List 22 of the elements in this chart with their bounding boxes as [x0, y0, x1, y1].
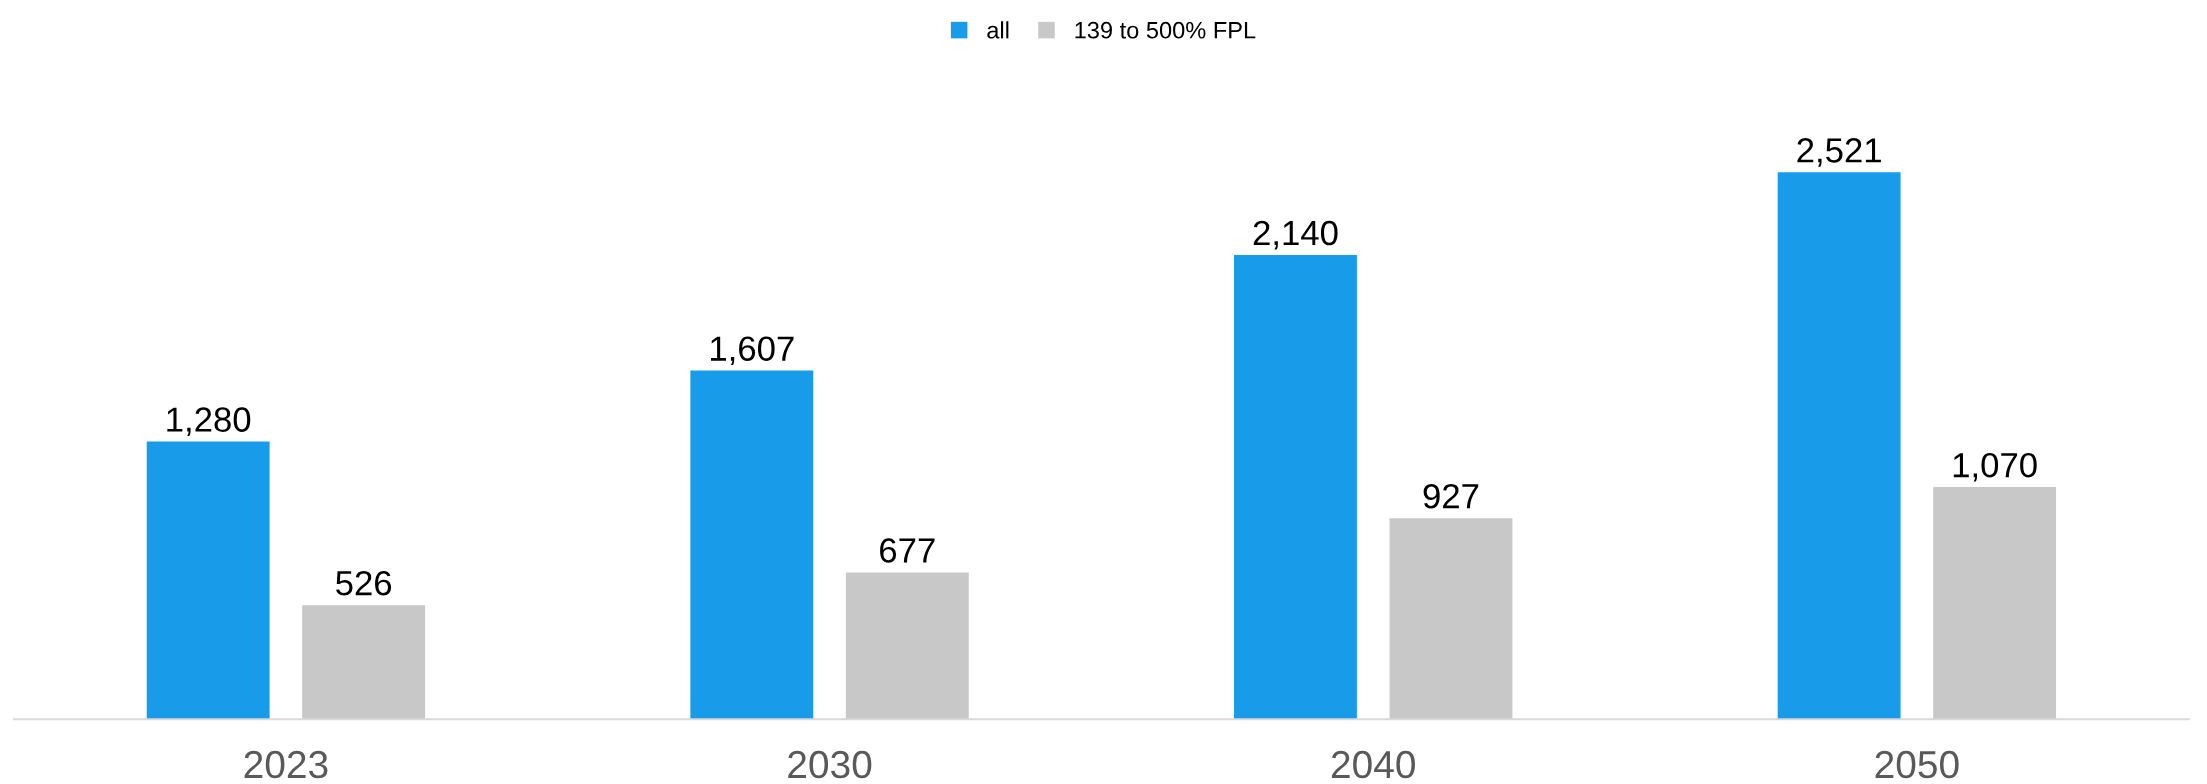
bar	[690, 370, 814, 720]
legend-label: 139 to 500% FPL	[1075, 21, 1256, 39]
x-tick-label: 2023	[244, 750, 328, 779]
legend-label: all	[987, 21, 1009, 39]
data-label: 1,280	[167, 407, 251, 437]
data-label: 2,521	[1797, 138, 1881, 167]
data-label: 1,070	[1953, 452, 2037, 482]
data-label: 927	[1423, 483, 1479, 509]
bar	[1777, 172, 1901, 720]
x-tick-label: 2050	[1875, 750, 1959, 779]
bar	[302, 605, 426, 720]
bar	[1933, 487, 2057, 720]
x-tick-label: 2030	[788, 750, 872, 779]
bar	[845, 572, 969, 720]
bar	[1389, 518, 1513, 720]
bar	[146, 441, 270, 720]
data-label: 526	[336, 570, 392, 596]
x-tick-label: 2040	[1331, 750, 1415, 779]
data-label: 2,140	[1253, 220, 1338, 250]
data-label: 1,607	[711, 336, 794, 366]
bar	[1234, 254, 1357, 720]
data-label: 677	[880, 538, 935, 563]
